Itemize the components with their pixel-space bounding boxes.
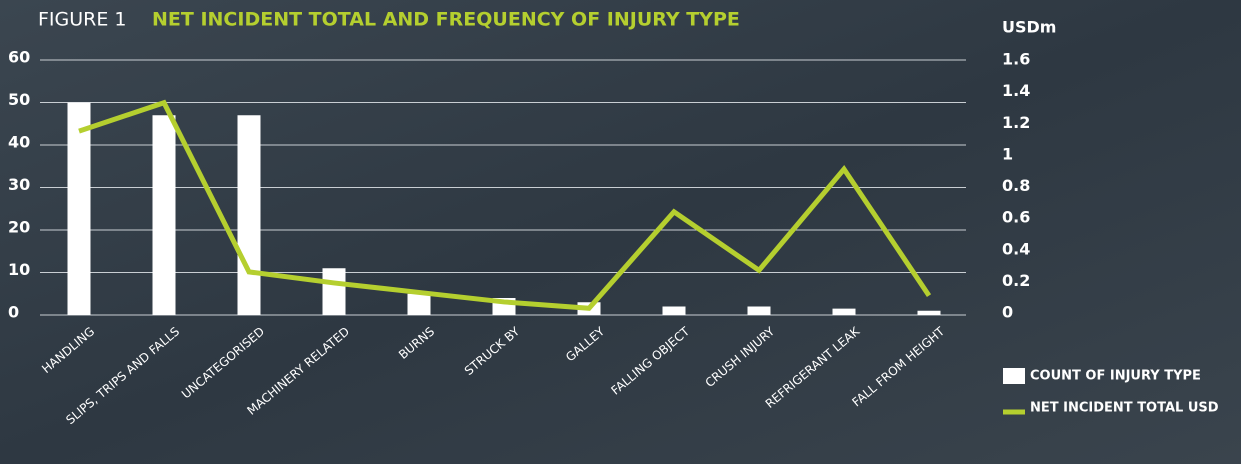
bar (322, 268, 346, 315)
bar (917, 310, 941, 315)
bar (67, 102, 91, 315)
bar (662, 306, 686, 315)
y2-tick-label: 0.2 (1002, 271, 1030, 290)
y2-axis-label: USDm (1002, 18, 1056, 37)
y2-tick-label: 1.2 (1002, 113, 1030, 132)
y-tick-label: 40 (8, 133, 30, 152)
y2-tick-label: 0.4 (1002, 239, 1030, 258)
figure-label: FIGURE 1 (38, 9, 127, 31)
y-tick-label: 0 (8, 303, 19, 322)
bar (152, 115, 176, 315)
bar (832, 308, 856, 315)
y-tick-label: 20 (8, 218, 30, 237)
legend-swatch (1003, 368, 1025, 384)
chart-title: NET INCIDENT TOTAL AND FREQUENCY OF INJU… (152, 9, 740, 31)
bar (237, 115, 261, 315)
bar (407, 293, 431, 315)
y2-tick-label: 0.8 (1002, 176, 1030, 195)
y2-tick-label: 1.4 (1002, 81, 1030, 100)
y-tick-label: 30 (8, 175, 30, 194)
y2-tick-label: 0 (1002, 303, 1013, 322)
y2-tick-label: 1 (1002, 144, 1013, 163)
y2-tick-label: 0.6 (1002, 208, 1030, 227)
bar (747, 306, 771, 315)
y2-tick-label: 1.6 (1002, 50, 1030, 69)
y-tick-label: 50 (8, 90, 30, 109)
y-tick-label: 60 (8, 48, 30, 67)
legend-label: COUNT OF INJURY TYPE (1030, 369, 1201, 384)
legend-label: NET INCIDENT TOTAL USD (1030, 401, 1219, 416)
y-tick-label: 10 (8, 260, 30, 279)
line (78, 99, 932, 311)
